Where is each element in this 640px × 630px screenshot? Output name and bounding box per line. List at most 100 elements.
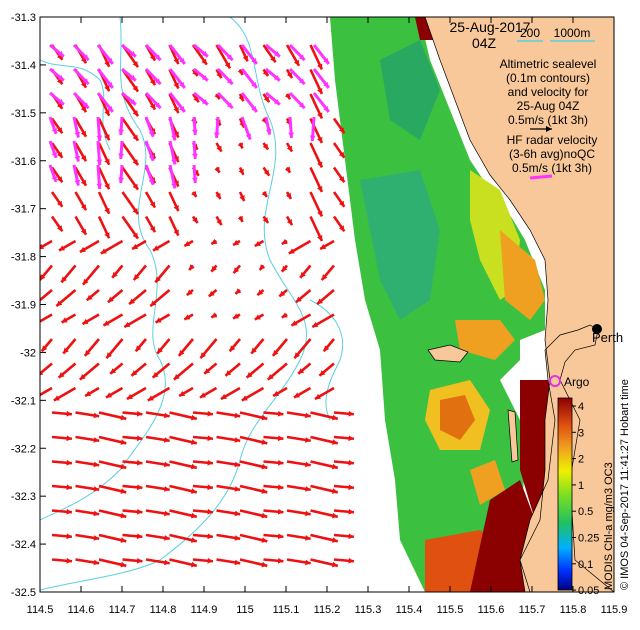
altimetry-vector-head (294, 392, 301, 398)
altimetry-vector-head (298, 368, 305, 374)
altimetry-vector-head (261, 463, 268, 470)
altimetry-vector-head (305, 535, 311, 541)
altimetry-vector-head (120, 414, 127, 421)
altimetry-vector-head (277, 508, 284, 515)
altimetry-vector-head (149, 103, 155, 110)
radar-vector-head (57, 74, 64, 81)
altimetry-vector-head (56, 151, 63, 158)
altimetry-vector-head (238, 168, 244, 175)
altimetry-vector-head (233, 313, 240, 319)
altimetry-vector-head (184, 240, 191, 246)
radar-vector-head (323, 57, 329, 64)
altimetry-vector-head (348, 557, 354, 564)
colorbar-tick-label: 0.25 (578, 533, 599, 545)
altimetry-vector-head (338, 176, 345, 183)
x-tick-label: 115.3 (355, 604, 382, 616)
altimetry-scale-arrowhead (546, 126, 552, 132)
altimetry-vector-head (234, 412, 241, 419)
altimetry-vector-head (66, 533, 72, 540)
altimetry-vector-head (312, 321, 319, 327)
altimetry-vector (40, 362, 53, 376)
altimetry-vector-head (234, 486, 241, 492)
altimetry-vector-head (288, 248, 295, 254)
radar-note-line3: 0.5m/s (1kt 3h) (512, 161, 592, 175)
altimetry-vector-head (239, 195, 245, 202)
altimetry-vector-head (238, 95, 244, 102)
altimetry-vector-head (120, 463, 127, 470)
altimetry-vector-head (305, 437, 311, 443)
colorbar-tick-label: 4 (578, 401, 584, 413)
altimetry-vector-head (281, 312, 288, 318)
altimetry-vector-head (66, 410, 72, 417)
y-axis-ticks: -31.3 -31.4 -31.5 -31.6 -31.7 -31.8 -31.9 -32 -3… (11, 12, 46, 599)
chlorophyll-swath (330, 17, 560, 592)
radar-vector-head (226, 78, 233, 85)
radar-vector-head (129, 98, 136, 105)
altimetry-vector-head (193, 169, 199, 176)
altimetry-vector-head (192, 217, 198, 224)
altimetry-vector-head (317, 112, 323, 119)
altimetry-vector-head (273, 390, 280, 396)
altimetry-vector-head (200, 392, 207, 398)
altimetry-vector-head (110, 368, 117, 374)
altimetry-vector-head (320, 243, 327, 249)
altimetry-vector-head (173, 229, 179, 236)
altimetry-vector-head (338, 225, 345, 232)
altimetry-vector-head (191, 190, 197, 197)
altimetry-vector-head (277, 410, 284, 417)
altimetry-vector-head (104, 85, 110, 92)
altimetry-vector-head (189, 264, 195, 271)
altimetry-vector-head (285, 192, 291, 199)
altimetry-vector-head (40, 243, 45, 249)
altimetry-vector-head (66, 508, 72, 515)
altimetry-vector (40, 313, 53, 323)
altimetry-vector-head (284, 166, 290, 173)
radar-vector-head (179, 57, 185, 64)
altimetry-vector-head (112, 271, 118, 278)
radar-vector-head (129, 74, 136, 81)
altimetry-vector-head (56, 225, 63, 232)
y-tick-label: -32.1 (11, 395, 36, 407)
radar-vector-head (298, 54, 305, 61)
altimetry-vector-head (348, 410, 354, 417)
perth-marker (592, 324, 602, 334)
radar-vector-head (323, 105, 329, 112)
altimetry-vector-head (149, 201, 155, 208)
altimetry-vector-head (86, 294, 93, 301)
altimetry-vector-head (80, 81, 86, 88)
altimetry-vector-head (120, 561, 127, 568)
altimetry-vector-head (207, 410, 213, 417)
radar-vector-head (265, 128, 272, 135)
altimetry-vector-head (136, 557, 143, 564)
altimetry-vector-head (234, 510, 241, 517)
altimetry-vector-head (229, 345, 236, 352)
altimetry-vector-head (120, 512, 127, 519)
altimetry-vector-head (104, 207, 110, 214)
y-tick-label: -31.6 (11, 156, 36, 168)
altimetry-vector-head (136, 410, 143, 417)
radar-vector-head (171, 182, 177, 189)
altimetry-vector-head (305, 510, 311, 517)
radar-vector-head (118, 129, 124, 135)
altimetry-vector-head (281, 238, 288, 244)
altimetry-vector-head (173, 82, 179, 89)
radar-vector-head (118, 177, 124, 183)
altimetry-vector-head (61, 317, 68, 323)
altimetry-vector-head (107, 296, 114, 303)
altimetry-vector-head (348, 435, 354, 442)
altimetry-vector-head (216, 145, 222, 152)
altimetry-vector-head (66, 459, 72, 466)
altimetry-vector-head (80, 228, 86, 235)
altimetry-vector-head (319, 370, 326, 376)
altimetry-vector-head (254, 314, 261, 320)
altimetry-vector-head (348, 459, 354, 466)
x-tick-label: 114.6 (68, 604, 95, 616)
altimetry-vector-head (173, 58, 179, 65)
bathy-legend-200: 200 (520, 26, 540, 40)
altimetry-vector-head (106, 392, 113, 398)
x-tick-label: 115.2 (314, 604, 341, 616)
altimetry-vector-head (66, 484, 72, 491)
altimetry-vector-head (106, 352, 113, 359)
altimetry-vector-head (153, 245, 160, 251)
altimetry-vector (40, 386, 53, 397)
